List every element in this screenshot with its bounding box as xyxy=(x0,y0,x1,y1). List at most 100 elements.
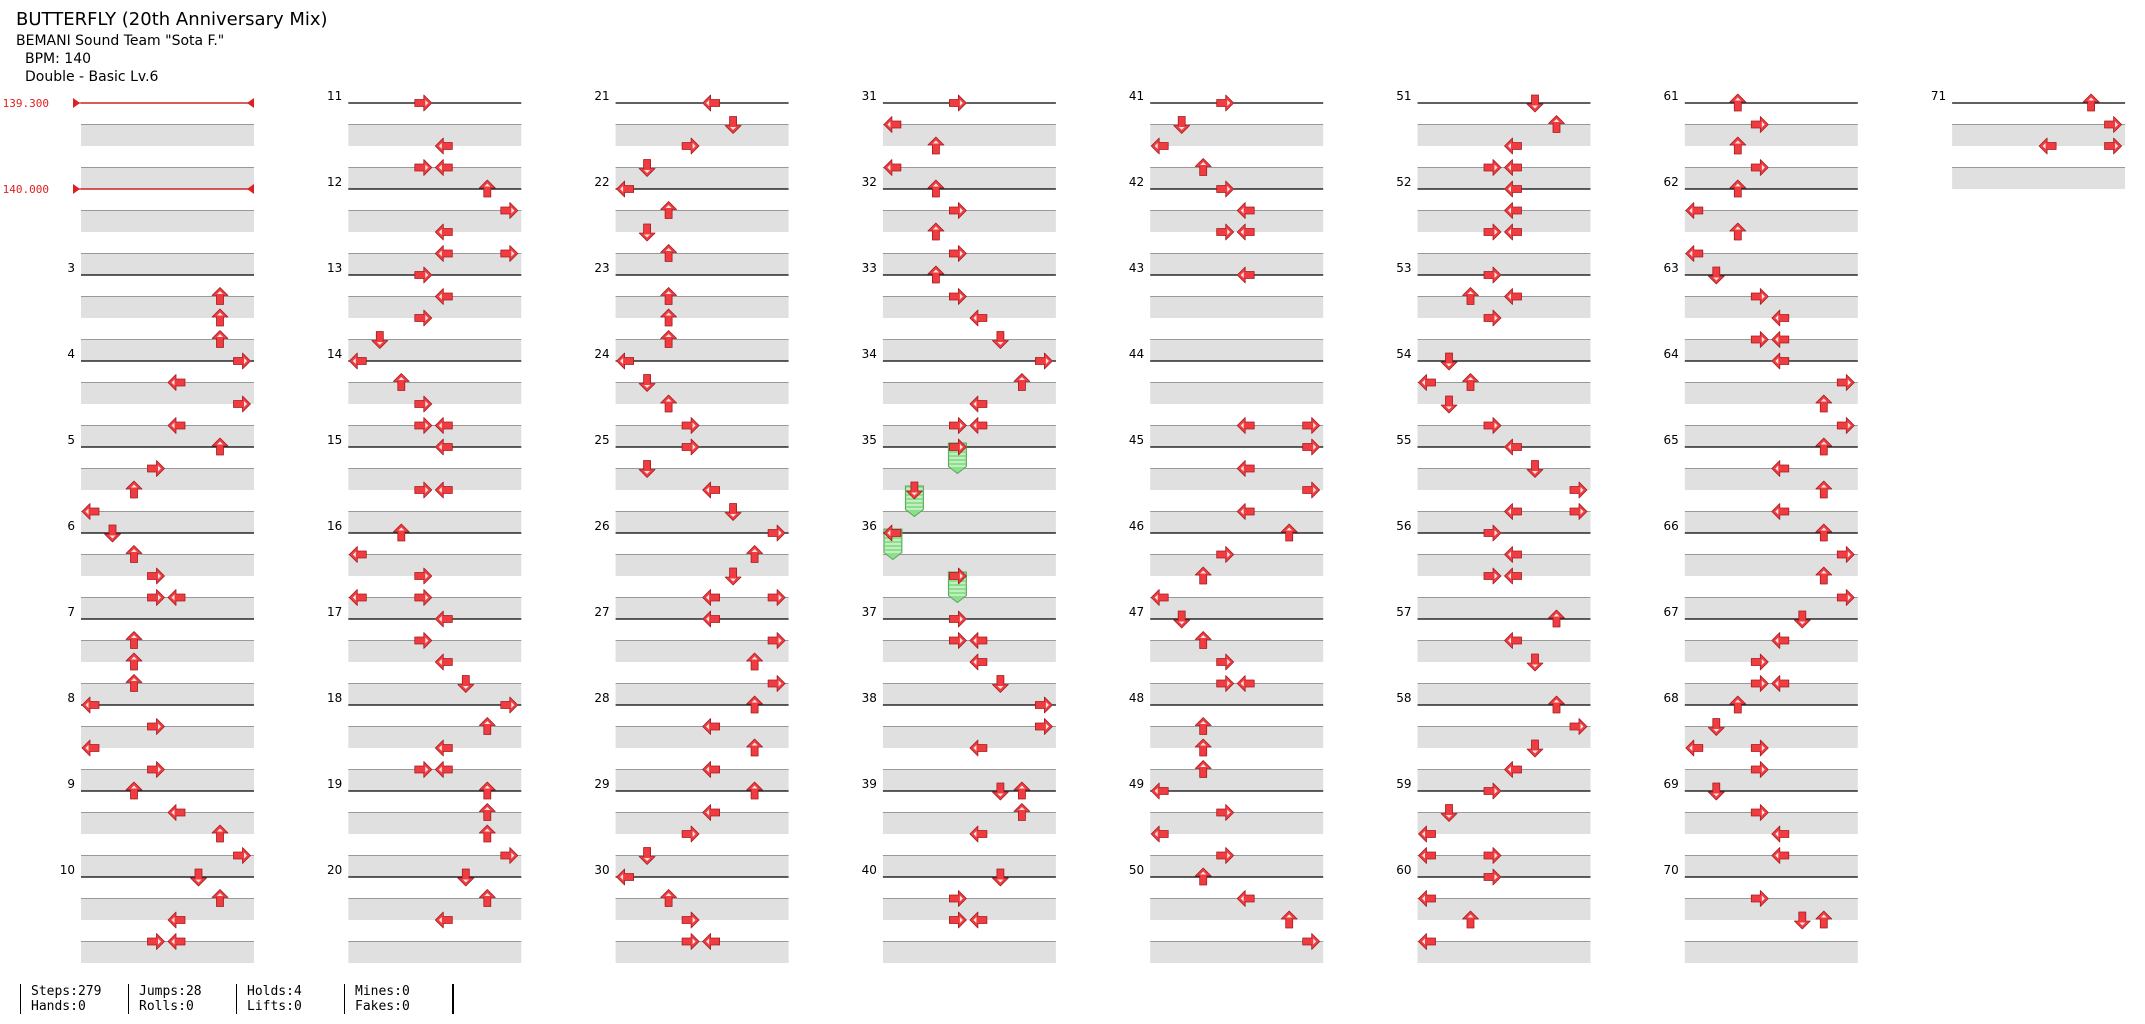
arrow-highlight xyxy=(1689,745,1693,751)
arrow-highlight xyxy=(1313,938,1317,945)
arrow-shape xyxy=(927,222,945,241)
arrow-shape xyxy=(746,738,763,757)
arrow-shape xyxy=(1035,718,1053,735)
arrow-highlight xyxy=(1508,766,1511,773)
measure-59: 59 xyxy=(1396,777,1591,877)
beat-band xyxy=(1684,554,1858,576)
arrow-shape xyxy=(125,674,143,692)
arrow-highlight xyxy=(1775,508,1779,515)
beat-band xyxy=(1417,382,1591,404)
beat-band xyxy=(1150,382,1324,404)
arrow-highlight xyxy=(352,358,356,364)
measure-23: 23 xyxy=(594,261,789,361)
beat-band xyxy=(1150,855,1324,877)
arrow-highlight xyxy=(131,635,137,638)
arrow-highlight xyxy=(1761,121,1765,128)
arrow-shape xyxy=(616,180,634,198)
arrow-highlight xyxy=(2042,143,2046,149)
beat-band xyxy=(882,210,1056,232)
arrow-note xyxy=(1685,245,1704,262)
arrow-note xyxy=(211,437,229,456)
beat-band xyxy=(1417,640,1591,662)
beat-band xyxy=(81,468,254,490)
arrow-note xyxy=(1504,438,1522,456)
beat-band xyxy=(1684,941,1858,963)
arrow-highlight xyxy=(959,444,963,450)
arrow-shape xyxy=(167,589,186,606)
arrow-highlight xyxy=(131,484,137,488)
measure-number: 31 xyxy=(862,89,877,103)
arrow-note xyxy=(1750,890,1769,907)
measure-39: 39 xyxy=(862,777,1056,877)
measure-43: 43 xyxy=(1129,261,1324,361)
arrow-shape xyxy=(638,460,656,478)
arrow-note xyxy=(1504,567,1522,585)
arrow-note xyxy=(1793,610,1811,629)
arrow-highlight xyxy=(1532,664,1538,668)
measure-number: 30 xyxy=(594,863,609,877)
beat-band xyxy=(1952,124,2126,146)
arrow-highlight xyxy=(1734,699,1741,703)
beat-band xyxy=(882,339,1056,361)
arrow-highlight xyxy=(665,205,672,208)
arrow-highlight xyxy=(1154,831,1158,837)
arrow-note xyxy=(1504,632,1522,649)
beat-band xyxy=(81,167,254,189)
arrow-note xyxy=(638,847,656,865)
arrow-highlight xyxy=(1775,680,1779,687)
arrow-shape xyxy=(949,245,967,262)
arrow-highlight xyxy=(1532,471,1538,474)
arrow-note xyxy=(992,675,1009,693)
arrow-shape xyxy=(949,417,967,434)
arrow-highlight xyxy=(1446,406,1452,410)
arrow-shape xyxy=(1750,761,1769,778)
arrow-shape xyxy=(1440,352,1458,371)
beat-band xyxy=(1417,511,1591,533)
beat-band xyxy=(615,812,789,834)
measure-number: 67 xyxy=(1664,605,1679,619)
bpm-marker: 139.300 xyxy=(3,97,254,110)
arrow-shape xyxy=(1750,331,1769,348)
arrow-shape xyxy=(702,804,720,821)
arrow-highlight xyxy=(425,315,429,321)
arrow-note xyxy=(724,116,742,134)
arrow-note xyxy=(1569,718,1588,735)
arrow-highlight xyxy=(644,858,651,861)
measure-number: 4 xyxy=(67,347,75,361)
arrow-shape xyxy=(211,824,229,843)
stat-mines-fakes: Mines:0 Fakes:0 xyxy=(344,984,410,1014)
beat-band xyxy=(882,726,1056,748)
arrow-highlight xyxy=(1200,721,1207,724)
arrow-note xyxy=(434,417,453,434)
arrow-note xyxy=(125,674,143,692)
measure-44: 44 xyxy=(1129,347,1324,447)
arrow-highlight xyxy=(511,702,515,708)
arrow-highlight xyxy=(484,828,491,832)
arrow-note xyxy=(1173,116,1191,134)
arrow-highlight xyxy=(1580,723,1584,730)
arrow-shape xyxy=(211,287,229,305)
arrow-shape xyxy=(1504,202,1522,219)
arrow-shape xyxy=(949,610,967,628)
arrow-shape xyxy=(233,352,251,370)
arrow-shape xyxy=(434,481,453,499)
arrow-shape xyxy=(883,524,902,542)
arrow-highlight xyxy=(751,785,758,789)
arrow-shape xyxy=(1150,589,1169,606)
measure-3: 3 xyxy=(67,261,254,361)
arrow-highlight xyxy=(665,893,672,896)
beat-band xyxy=(81,210,254,232)
arrow-shape xyxy=(1236,417,1255,434)
arrow-highlight xyxy=(997,342,1004,345)
arrow-note xyxy=(414,395,433,413)
arrow-note xyxy=(702,589,720,606)
measure-number: 57 xyxy=(1396,605,1411,619)
arrow-highlight xyxy=(109,535,116,539)
arrow-note xyxy=(1280,523,1298,542)
arrow-note xyxy=(1836,417,1855,434)
arrow-shape xyxy=(1707,718,1725,736)
arrow-highlight xyxy=(1227,551,1231,558)
beat-band xyxy=(81,726,254,748)
arrow-highlight xyxy=(887,530,891,536)
arrow-highlight xyxy=(1227,229,1231,235)
